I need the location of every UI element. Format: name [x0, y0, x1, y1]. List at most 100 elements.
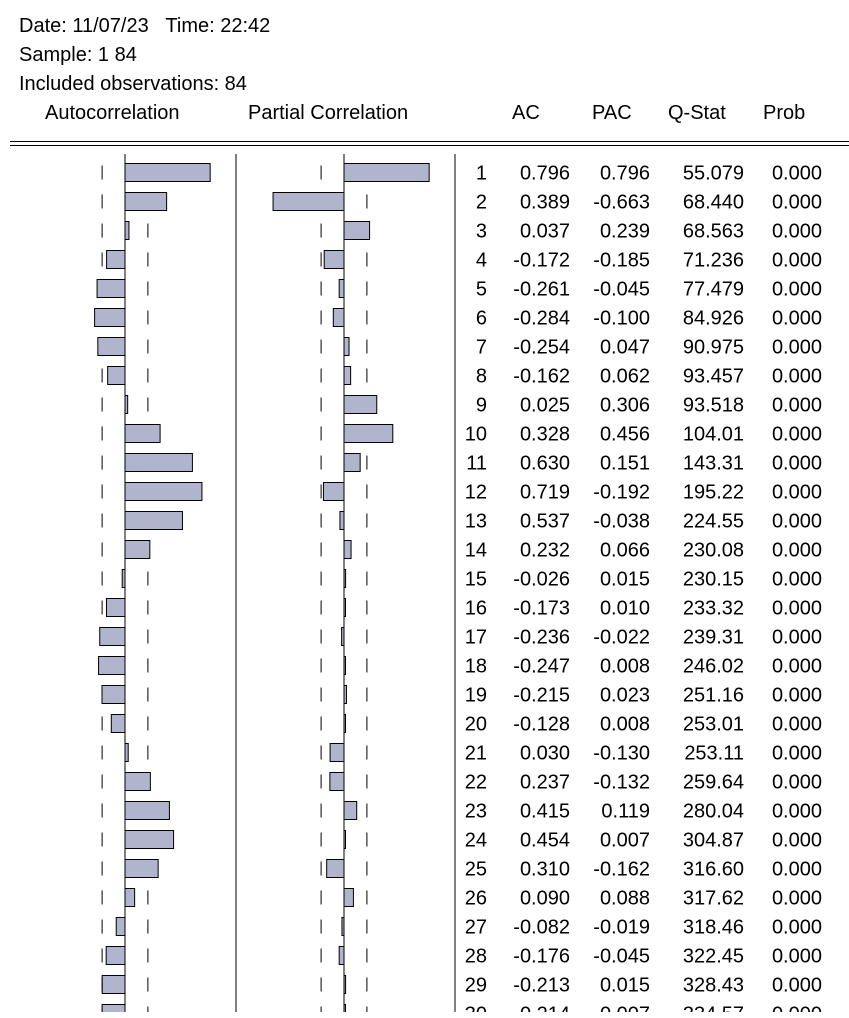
- cell-lag-24: 24: [465, 830, 487, 852]
- pac-bar-26: [343, 888, 354, 907]
- cell-prob-23: 0.000: [772, 801, 822, 823]
- cell-pac-20: 0.008: [600, 714, 650, 736]
- ac-bar-9: [124, 395, 129, 414]
- pac-bar-21: [329, 743, 345, 762]
- cell-lag-16: 16: [465, 598, 487, 620]
- cell-q-13: 224.55: [683, 511, 744, 533]
- cell-lag-14: 14: [465, 540, 487, 562]
- header-rule-top: [10, 141, 849, 142]
- cell-lag-2: 2: [476, 192, 487, 214]
- cell-ac-1: 0.796: [520, 163, 570, 185]
- cell-ac-14: 0.232: [520, 540, 570, 562]
- pac-bar-24: [343, 830, 346, 849]
- cell-prob-6: 0.000: [772, 308, 822, 330]
- cell-pac-17: -0.022: [593, 627, 650, 649]
- column-header-ac: AC: [512, 102, 540, 124]
- cell-ac-18: -0.247: [513, 656, 570, 678]
- cell-pac-10: 0.456: [600, 424, 650, 446]
- ac-bar-28: [105, 946, 126, 965]
- cell-q-23: 280.04: [683, 801, 744, 823]
- cell-prob-9: 0.000: [772, 395, 822, 417]
- cell-prob-5: 0.000: [772, 279, 822, 301]
- ac-bar-14: [124, 540, 151, 559]
- pac-bar-19: [343, 685, 347, 704]
- cell-ac-15: -0.026: [513, 569, 570, 591]
- cell-pac-21: -0.130: [593, 743, 650, 765]
- cell-ac-24: 0.454: [520, 830, 570, 852]
- cell-lag-11: 11: [466, 453, 487, 475]
- cell-prob-8: 0.000: [772, 366, 822, 388]
- cell-lag-19: 19: [465, 685, 487, 707]
- cell-pac-4: -0.185: [593, 250, 650, 272]
- ac-bar-6: [94, 308, 126, 327]
- pac-bar-28: [338, 946, 345, 965]
- header-rule-bottom: [10, 145, 849, 146]
- cell-q-28: 322.45: [683, 946, 744, 968]
- cell-prob-24: 0.000: [772, 830, 822, 852]
- pac-bar-10: [343, 424, 394, 443]
- time-label: Time: 22:42: [165, 15, 271, 37]
- column-header-pac: PAC: [592, 102, 632, 124]
- cell-q-25: 316.60: [683, 859, 744, 881]
- cell-lag-20: 20: [465, 714, 487, 736]
- cell-pac-15: 0.015: [600, 569, 650, 591]
- pac-bar-27: [341, 917, 345, 936]
- cell-pac-14: 0.066: [600, 540, 650, 562]
- cell-prob-12: 0.000: [772, 482, 822, 504]
- ac-bar-15: [121, 569, 126, 588]
- ac-bar-5: [96, 279, 126, 298]
- cell-prob-3: 0.000: [772, 221, 822, 243]
- cell-prob-11: 0.000: [772, 453, 822, 475]
- ac-bar-10: [124, 424, 161, 443]
- cell-pac-27: -0.019: [593, 917, 650, 939]
- cell-ac-22: 0.237: [520, 772, 570, 794]
- cell-prob-28: 0.000: [772, 946, 822, 968]
- cell-pac-28: -0.045: [593, 946, 650, 968]
- cell-q-22: 259.64: [683, 772, 744, 794]
- bottom-edge: [0, 1012, 849, 1018]
- cell-pac-1: 0.796: [600, 163, 650, 185]
- cell-pac-8: 0.062: [600, 366, 650, 388]
- pac-bar-16: [343, 598, 346, 617]
- cell-ac-28: -0.176: [513, 946, 570, 968]
- cell-prob-14: 0.000: [772, 540, 822, 562]
- sample-label: Sample: 1 84: [19, 44, 137, 66]
- cell-ac-12: 0.719: [520, 482, 570, 504]
- cell-pac-6: -0.100: [593, 308, 650, 330]
- cell-pac-19: 0.023: [600, 685, 650, 707]
- pac-bar-14: [343, 540, 352, 559]
- cell-q-15: 230.15: [683, 569, 744, 591]
- column-header-autocorrelation: Autocorrelation: [45, 102, 180, 124]
- cell-prob-20: 0.000: [772, 714, 822, 736]
- cell-q-1: 55.079: [683, 163, 744, 185]
- cell-q-2: 68.440: [683, 192, 744, 214]
- cell-prob-17: 0.000: [772, 627, 822, 649]
- pac-bar-18: [343, 656, 346, 675]
- cell-q-9: 93.518: [683, 395, 744, 417]
- pac-bar-13: [339, 511, 345, 530]
- cell-prob-16: 0.000: [772, 598, 822, 620]
- cell-ac-26: 0.090: [520, 888, 570, 910]
- cell-ac-2: 0.389: [520, 192, 570, 214]
- cell-pac-29: 0.015: [600, 975, 650, 997]
- ac-bar-26: [124, 888, 136, 907]
- pac-bar-6: [332, 308, 345, 327]
- ac-bar-21: [124, 743, 129, 762]
- cell-pac-25: -0.162: [593, 859, 650, 881]
- ac-bar-29: [101, 975, 126, 994]
- ac-bar-25: [124, 859, 159, 878]
- cell-pac-24: 0.007: [600, 830, 650, 852]
- cell-lag-1: 1: [476, 163, 487, 185]
- cell-prob-22: 0.000: [772, 772, 822, 794]
- cell-ac-17: -0.236: [513, 627, 570, 649]
- pac-bar-25: [326, 859, 345, 878]
- cell-lag-27: 27: [465, 917, 487, 939]
- header-date-time: Date: 11/07/23 Time: 22:42: [19, 14, 270, 38]
- cell-lag-9: 9: [476, 395, 487, 417]
- ac-bar-7: [97, 337, 126, 356]
- pac-bar-20: [343, 714, 346, 733]
- cell-lag-28: 28: [465, 946, 487, 968]
- cell-ac-27: -0.082: [513, 917, 570, 939]
- cell-ac-10: 0.328: [520, 424, 570, 446]
